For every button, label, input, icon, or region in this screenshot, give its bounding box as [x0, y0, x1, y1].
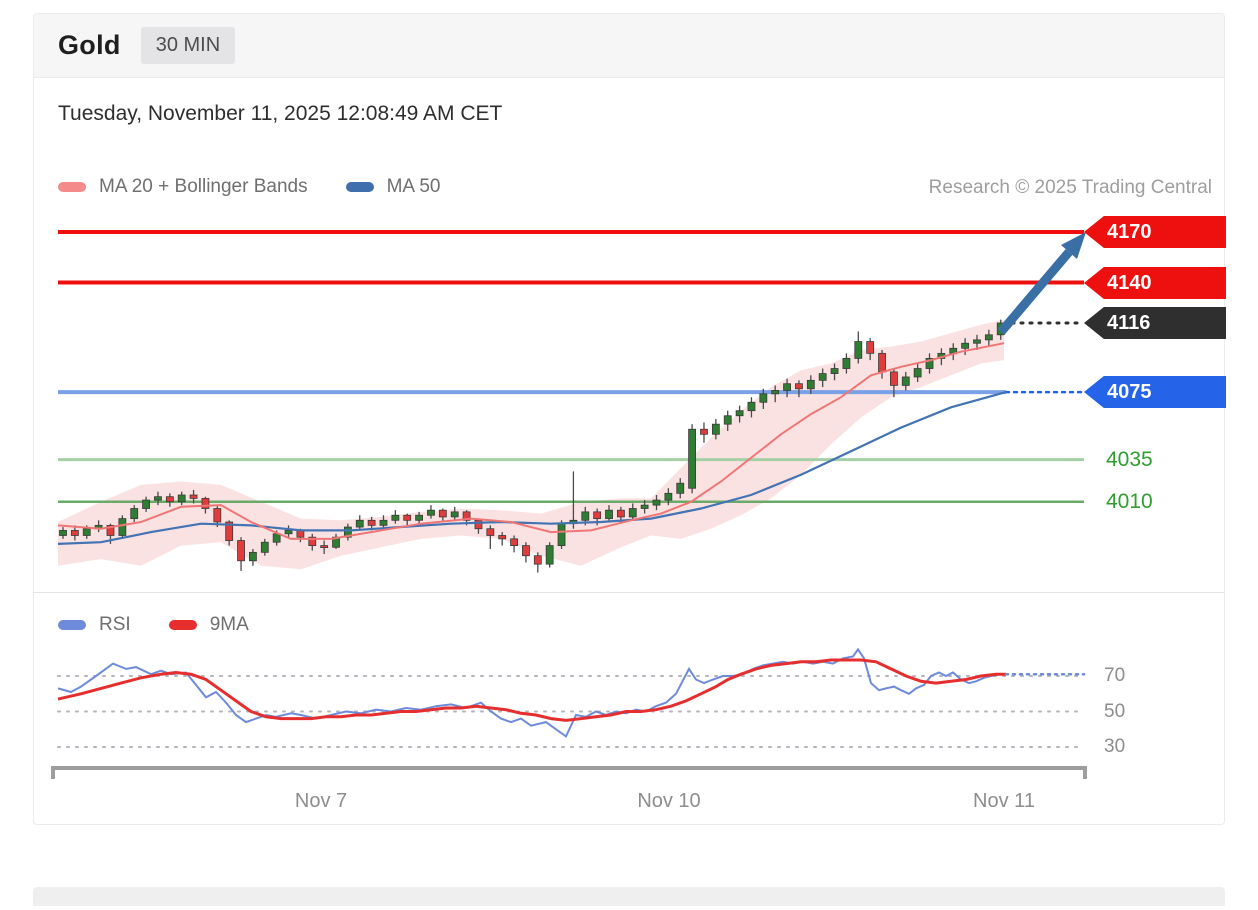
legend-item-rsi: RSI — [58, 614, 131, 636]
legend-label: RSI — [99, 614, 131, 635]
timestamp: Tuesday, November 11, 2025 12:08:49 AM C… — [58, 102, 503, 125]
chart-canvas[interactable] — [34, 14, 1226, 826]
main-legend: MA 20 + Bollinger Bands MA 50 — [58, 176, 440, 198]
legend-label: 9MA — [209, 614, 249, 635]
x-axis-tick-nov7: Nov 7 — [294, 790, 348, 812]
card-header: Gold 30 MIN — [34, 14, 1224, 78]
price-tag-last-price: 4116 — [1084, 307, 1226, 339]
next-card-header-strip — [33, 887, 1225, 906]
price-tag-ma50: 4075 — [1084, 376, 1226, 408]
legend-item-ma50: MA 50 — [345, 176, 441, 198]
support-label-4010: 4010 — [1106, 490, 1153, 513]
x-axis-tick-nov11: Nov 11 — [973, 790, 1035, 812]
x-axis-tick-nov10: Nov 10 — [637, 790, 701, 812]
attribution-text: Research © 2025 Trading Central — [928, 177, 1212, 198]
legend-item-ma20-bb: MA 20 + Bollinger Bands — [58, 176, 308, 198]
price-tag-resistance-4170: 4170 — [1084, 216, 1226, 248]
timeframe-badge[interactable]: 30 MIN — [140, 27, 236, 64]
rsi-legend: RSI 9MA — [58, 614, 249, 636]
rsi-level-30: 30 — [1104, 736, 1126, 757]
panel-divider — [34, 592, 1224, 593]
legend-label: MA 20 + Bollinger Bands — [99, 176, 308, 197]
ma50-swatch-icon — [345, 182, 374, 192]
rsi-swatch-icon — [58, 620, 86, 630]
support-label-4035: 4035 — [1106, 448, 1153, 471]
nine-ma-swatch-icon — [168, 620, 197, 630]
price-tag-resistance-4140: 4140 — [1084, 267, 1226, 299]
rsi-level-70: 70 — [1104, 665, 1126, 686]
legend-item-9ma: 9MA — [168, 614, 249, 636]
instrument-title: Gold — [58, 30, 121, 60]
ma20-bb-swatch-icon — [58, 182, 86, 192]
legend-label: MA 50 — [386, 176, 441, 197]
rsi-level-50: 50 — [1104, 701, 1126, 722]
chart-card: Gold 30 MIN Tuesday, November 11, 2025 1… — [33, 13, 1226, 826]
